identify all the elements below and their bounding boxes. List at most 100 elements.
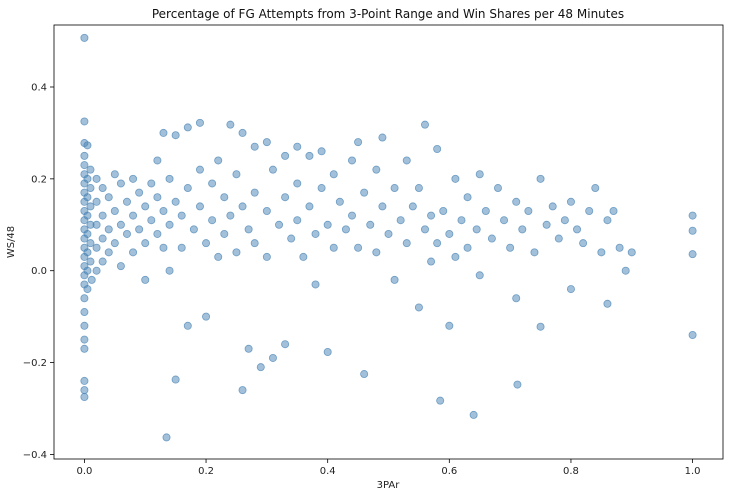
scatter-point: [317, 184, 326, 193]
scatter-point: [475, 170, 484, 179]
scatter-point: [293, 142, 302, 151]
scatter-point: [147, 179, 156, 188]
scatter-point: [323, 347, 332, 356]
scatter-point: [116, 220, 125, 229]
y-tick-label: 0.4: [31, 83, 47, 94]
scatter-point: [475, 271, 484, 280]
scatter-point: [287, 234, 296, 243]
scatter-point: [402, 156, 411, 165]
scatter-point: [487, 234, 496, 243]
scatter-point: [141, 275, 150, 284]
scatter-point: [86, 257, 95, 266]
scatter-point: [457, 216, 466, 225]
scatter-point: [214, 252, 223, 261]
scatter-point: [609, 206, 618, 215]
scatter-point: [615, 243, 624, 252]
scatter-point: [305, 202, 314, 211]
scatter-point: [165, 266, 174, 275]
x-tick-label: 0.6: [441, 466, 457, 477]
scatter-point: [159, 243, 168, 252]
scatter-point: [195, 118, 204, 127]
scatter-point: [98, 234, 107, 243]
scatter-point: [566, 197, 575, 206]
scatter-point: [86, 165, 95, 174]
scatter-point: [603, 216, 612, 225]
scatter-point: [104, 248, 113, 257]
scatter-point: [372, 165, 381, 174]
scatter-point: [390, 184, 399, 193]
scatter-point: [554, 234, 563, 243]
scatter-point: [366, 220, 375, 229]
scatter-point: [384, 229, 393, 238]
scatter-point: [451, 252, 460, 261]
scatter-point: [202, 312, 211, 321]
scatter-point: [293, 179, 302, 188]
scatter-point: [281, 151, 290, 160]
scatter-point: [87, 275, 96, 284]
scatter-point: [183, 123, 192, 132]
y-axis-label: WS/48: [6, 226, 17, 258]
scatter-point: [360, 188, 369, 197]
scatter-point: [116, 179, 125, 188]
scatter-point: [238, 128, 247, 137]
scatter-point: [311, 229, 320, 238]
scatter-point: [92, 220, 101, 229]
scatter-point: [80, 161, 89, 170]
scatter-point: [220, 193, 229, 202]
scatter-point: [627, 248, 636, 257]
scatter-point: [86, 202, 95, 211]
scatter-point: [463, 193, 472, 202]
scatter-point: [585, 206, 594, 215]
scatter-point: [232, 170, 241, 179]
scatter-point: [165, 220, 174, 229]
scatter-point: [165, 174, 174, 183]
scatter-point: [189, 225, 198, 234]
scatter-point: [256, 363, 265, 372]
scatter-point: [463, 243, 472, 252]
scatter-point: [98, 211, 107, 220]
scatter-point: [621, 266, 630, 275]
scatter-point: [566, 285, 575, 294]
scatter-point: [195, 165, 204, 174]
scatter-point: [135, 225, 144, 234]
scatter-point: [83, 174, 92, 183]
scatter-point: [80, 117, 89, 126]
scatter-point: [688, 250, 697, 259]
points-layer: [80, 33, 697, 442]
scatter-point: [177, 211, 186, 220]
scatter-point: [688, 226, 697, 235]
scatter-point: [305, 151, 314, 160]
x-tick-label: 0.2: [198, 466, 214, 477]
scatter-point: [250, 188, 259, 197]
scatter-point: [83, 229, 92, 238]
scatter-point: [250, 142, 259, 151]
scatter-point: [83, 211, 92, 220]
scatter-point: [141, 239, 150, 248]
scatter-point: [500, 216, 509, 225]
scatter-point: [122, 229, 131, 238]
scatter-point: [116, 262, 125, 271]
x-tick-label: 0.8: [563, 466, 579, 477]
scatter-point: [238, 386, 247, 395]
scatter-point: [354, 243, 363, 252]
scatter-point: [135, 188, 144, 197]
scatter-point: [162, 433, 171, 442]
scatter-point: [226, 211, 235, 220]
scatter-point: [83, 141, 92, 150]
scatter-point: [244, 344, 253, 353]
scatter-point: [560, 216, 569, 225]
scatter-point: [281, 340, 290, 349]
scatter-point: [513, 380, 522, 389]
scatter-point: [129, 211, 138, 220]
scatter-point: [83, 266, 92, 275]
scatter-point: [104, 193, 113, 202]
scatter-point: [262, 206, 271, 215]
scatter-point: [341, 225, 350, 234]
scatter-point: [80, 335, 89, 344]
scatter-point: [122, 197, 131, 206]
scatter-point: [92, 197, 101, 206]
scatter-point: [92, 174, 101, 183]
scatter-point: [86, 239, 95, 248]
